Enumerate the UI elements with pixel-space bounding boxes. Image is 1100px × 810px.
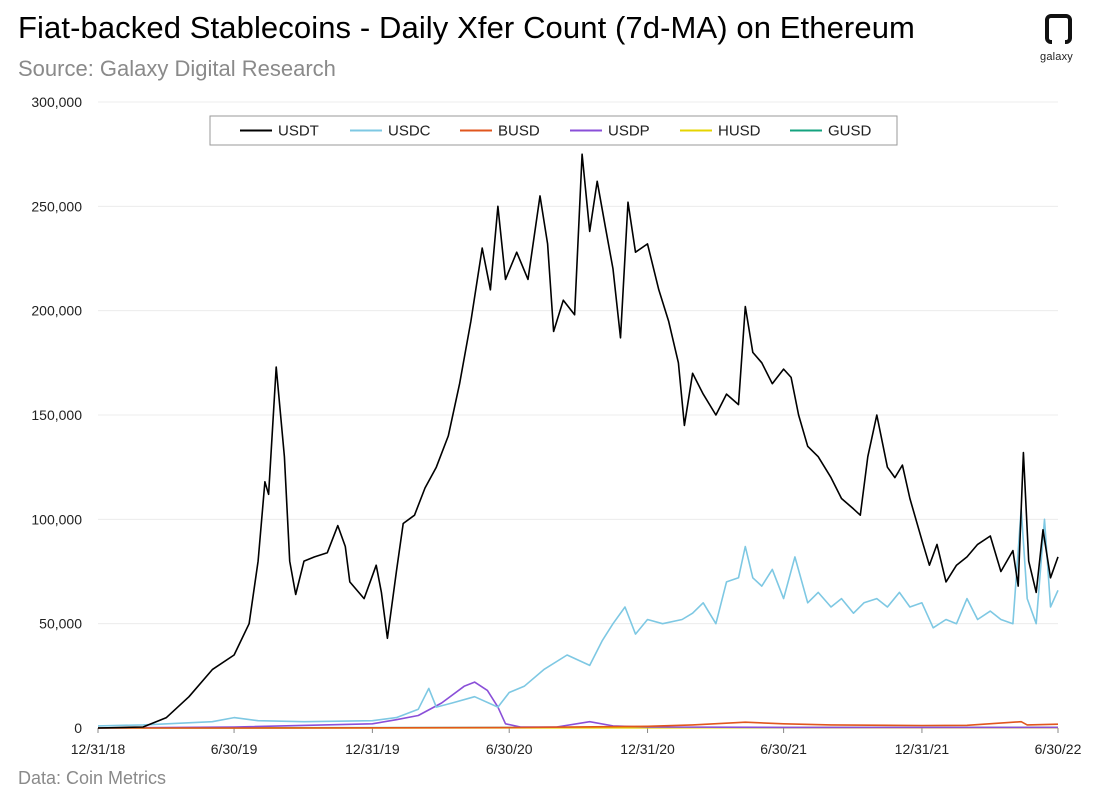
chart-subtitle: Source: Galaxy Digital Research [18,56,336,81]
y-tick-label: 0 [74,720,82,736]
series-line-usdt [97,153,1059,729]
y-tick-label: 150,000 [31,407,82,423]
x-tick-label: 12/31/21 [895,741,950,757]
y-tick-label: 200,000 [31,303,82,319]
series-line-usdp [97,681,1058,729]
legend-box [209,115,898,146]
y-tick-label: 300,000 [31,94,82,110]
series-line-usdc [97,508,1059,727]
series-lines [97,153,1059,729]
legend-label-usdt: USDT [278,123,319,140]
x-tick-label: 12/31/20 [620,741,675,757]
legend-label-usdp: USDP [608,123,650,140]
x-tick-label: 12/31/18 [71,741,126,757]
logo-text: galaxy [1040,51,1073,63]
galaxy-logo: galaxy [1040,14,1082,70]
legend: USDT USDC BUSD USDP HUSD GUSD [209,115,898,146]
legend-label-gusd: GUSD [828,123,872,140]
legend-label-usdc: USDC [388,123,431,140]
data-source-note: Data: Coin Metrics [18,768,167,788]
grid-lines [98,101,1058,729]
x-tick-label: 6/30/21 [760,741,807,757]
y-tick-label: 250,000 [31,198,82,214]
x-tick-label: 6/30/19 [211,741,258,757]
galaxy-logo-icon [1045,14,1072,44]
x-tick-label: 6/30/22 [1035,741,1082,757]
x-tick-label: 6/30/20 [486,741,533,757]
y-tick-label: 100,000 [31,511,82,527]
x-axis: 12/31/18 6/30/19 12/31/19 6/30/20 12/31/20 6/… [71,728,1082,757]
y-axis: 0 50,000 100,000 150,000 200,000 250,000 300,0… [31,94,82,736]
legend-label-busd: BUSD [498,123,540,140]
legend-label-husd: HUSD [718,123,761,140]
chart-title: Fiat-backed Stablecoins - Daily Xfer Cou… [18,10,915,45]
x-tick-label: 12/31/19 [345,741,400,757]
y-tick-label: 50,000 [39,616,82,632]
series-line-busd [98,720,1059,729]
